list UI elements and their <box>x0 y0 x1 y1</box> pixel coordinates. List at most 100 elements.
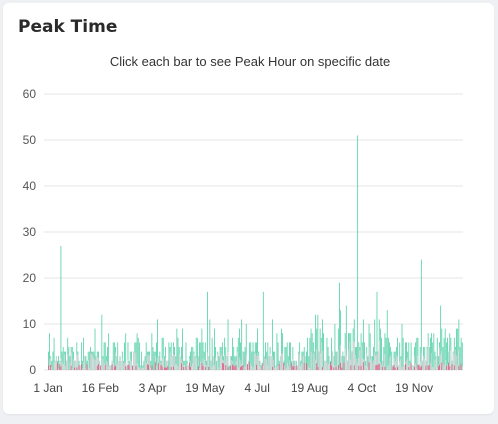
bar-segment-other[interactable] <box>309 368 311 370</box>
bar-segment-low[interactable] <box>382 366 384 370</box>
bar-segment-low[interactable] <box>127 365 129 370</box>
bar-segment-low[interactable] <box>86 364 88 370</box>
day-bar[interactable] <box>300 360 302 370</box>
day-bar[interactable] <box>317 314 319 370</box>
day-bar[interactable] <box>269 347 271 370</box>
day-bar[interactable] <box>399 342 401 370</box>
bar-segment-low[interactable] <box>341 367 343 370</box>
day-bar[interactable] <box>170 342 172 370</box>
day-bar[interactable] <box>437 356 439 370</box>
bar-segment-peak[interactable] <box>437 356 439 370</box>
bar-segment-other[interactable] <box>211 366 213 370</box>
day-bar[interactable] <box>175 356 177 370</box>
bar-segment-other[interactable] <box>171 356 173 370</box>
day-bar[interactable] <box>159 351 161 370</box>
bar-segment-other[interactable] <box>60 357 62 370</box>
bar-segment-peak[interactable] <box>402 337 404 370</box>
bar-segment-peak[interactable] <box>406 342 407 370</box>
day-bar[interactable] <box>249 342 251 370</box>
bar-segment-low[interactable] <box>293 365 295 370</box>
bar-segment-peak[interactable] <box>257 328 259 370</box>
day-bar[interactable] <box>277 342 279 370</box>
bar-segment-other[interactable] <box>299 354 301 370</box>
bar-segment-peak[interactable] <box>317 314 319 370</box>
day-bar[interactable] <box>156 342 157 370</box>
bar-segment-peak[interactable] <box>65 351 66 370</box>
bar-segment-other[interactable] <box>320 342 322 370</box>
day-bar[interactable] <box>453 337 455 370</box>
bar-segment-other[interactable] <box>375 355 377 370</box>
day-bar[interactable] <box>393 351 395 370</box>
bar-segment-peak[interactable] <box>361 342 363 370</box>
day-bar[interactable] <box>242 351 244 370</box>
bar-segment-low[interactable] <box>414 367 415 370</box>
day-bar[interactable] <box>118 360 120 370</box>
bar-segment-other[interactable] <box>231 359 232 370</box>
day-bar[interactable] <box>409 360 411 370</box>
day-bar[interactable] <box>387 337 389 370</box>
bar-segment-peak[interactable] <box>232 337 233 370</box>
day-bar[interactable] <box>224 337 226 370</box>
bar-segment-low[interactable] <box>170 366 172 370</box>
day-bar[interactable] <box>220 347 222 370</box>
day-bar[interactable] <box>349 333 351 370</box>
day-bar[interactable] <box>383 347 385 370</box>
day-bar[interactable] <box>232 337 233 370</box>
bar-segment-peak[interactable] <box>342 351 344 370</box>
bar-segment-other[interactable] <box>382 360 384 370</box>
day-bar[interactable] <box>163 356 165 370</box>
bar-segment-other[interactable] <box>461 367 463 370</box>
day-bar[interactable] <box>440 305 442 370</box>
day-bar[interactable] <box>248 360 249 370</box>
bar-segment-other[interactable] <box>414 355 415 370</box>
day-bar[interactable] <box>259 360 261 370</box>
bar-segment-other[interactable] <box>250 362 252 370</box>
day-bar[interactable] <box>457 328 459 370</box>
bar-segment-peak[interactable] <box>285 347 287 370</box>
bar-segment-peak[interactable] <box>233 347 235 370</box>
bar-segment-peak[interactable] <box>445 342 447 370</box>
bar-segment-other[interactable] <box>170 357 172 370</box>
bar-segment-peak[interactable] <box>131 351 132 370</box>
bar-segment-other[interactable] <box>207 352 208 370</box>
bar-segment-other[interactable] <box>69 362 71 370</box>
bar-segment-peak[interactable] <box>49 333 50 370</box>
day-bar[interactable] <box>356 347 357 370</box>
bar-segment-other[interactable] <box>412 365 414 370</box>
bar-segment-other[interactable] <box>434 359 436 370</box>
day-bar[interactable] <box>374 319 376 370</box>
day-bar[interactable] <box>166 360 168 370</box>
day-bar[interactable] <box>136 333 138 370</box>
bar-segment-peak[interactable] <box>182 328 183 370</box>
bar-segment-other[interactable] <box>118 360 120 370</box>
bar-segment-other[interactable] <box>274 368 276 370</box>
bar-segment-peak[interactable] <box>67 337 69 370</box>
day-bar[interactable] <box>173 342 174 370</box>
bar-segment-other[interactable] <box>353 342 355 370</box>
bar-segment-peak[interactable] <box>141 351 143 370</box>
day-bar[interactable] <box>392 365 394 370</box>
bar-segment-other[interactable] <box>435 356 437 370</box>
day-bar[interactable] <box>57 360 58 370</box>
bar-segment-peak[interactable] <box>228 365 230 370</box>
day-bar[interactable] <box>435 356 437 370</box>
day-bar[interactable] <box>430 337 431 370</box>
bar-segment-other[interactable] <box>337 349 339 370</box>
day-bar[interactable] <box>223 356 224 370</box>
bar-segment-low[interactable] <box>445 365 447 370</box>
bar-segment-peak[interactable] <box>151 333 153 370</box>
bar-segment-low[interactable] <box>408 366 410 370</box>
bar-segment-low[interactable] <box>261 362 263 370</box>
bar-segment-other[interactable] <box>115 352 116 370</box>
day-bar[interactable] <box>364 342 365 370</box>
bar-segment-other[interactable] <box>397 356 398 370</box>
bar-segment-other[interactable] <box>384 354 386 370</box>
bar-segment-other[interactable] <box>364 359 365 370</box>
bar-segment-peak[interactable] <box>309 337 311 370</box>
bar-segment-low[interactable] <box>241 365 243 370</box>
bar-segment-other[interactable] <box>92 355 94 370</box>
day-bar[interactable] <box>318 351 320 370</box>
bar-segment-low[interactable] <box>96 365 98 370</box>
bar-segment-peak[interactable] <box>408 342 410 370</box>
bar-segment-peak[interactable] <box>310 328 312 370</box>
